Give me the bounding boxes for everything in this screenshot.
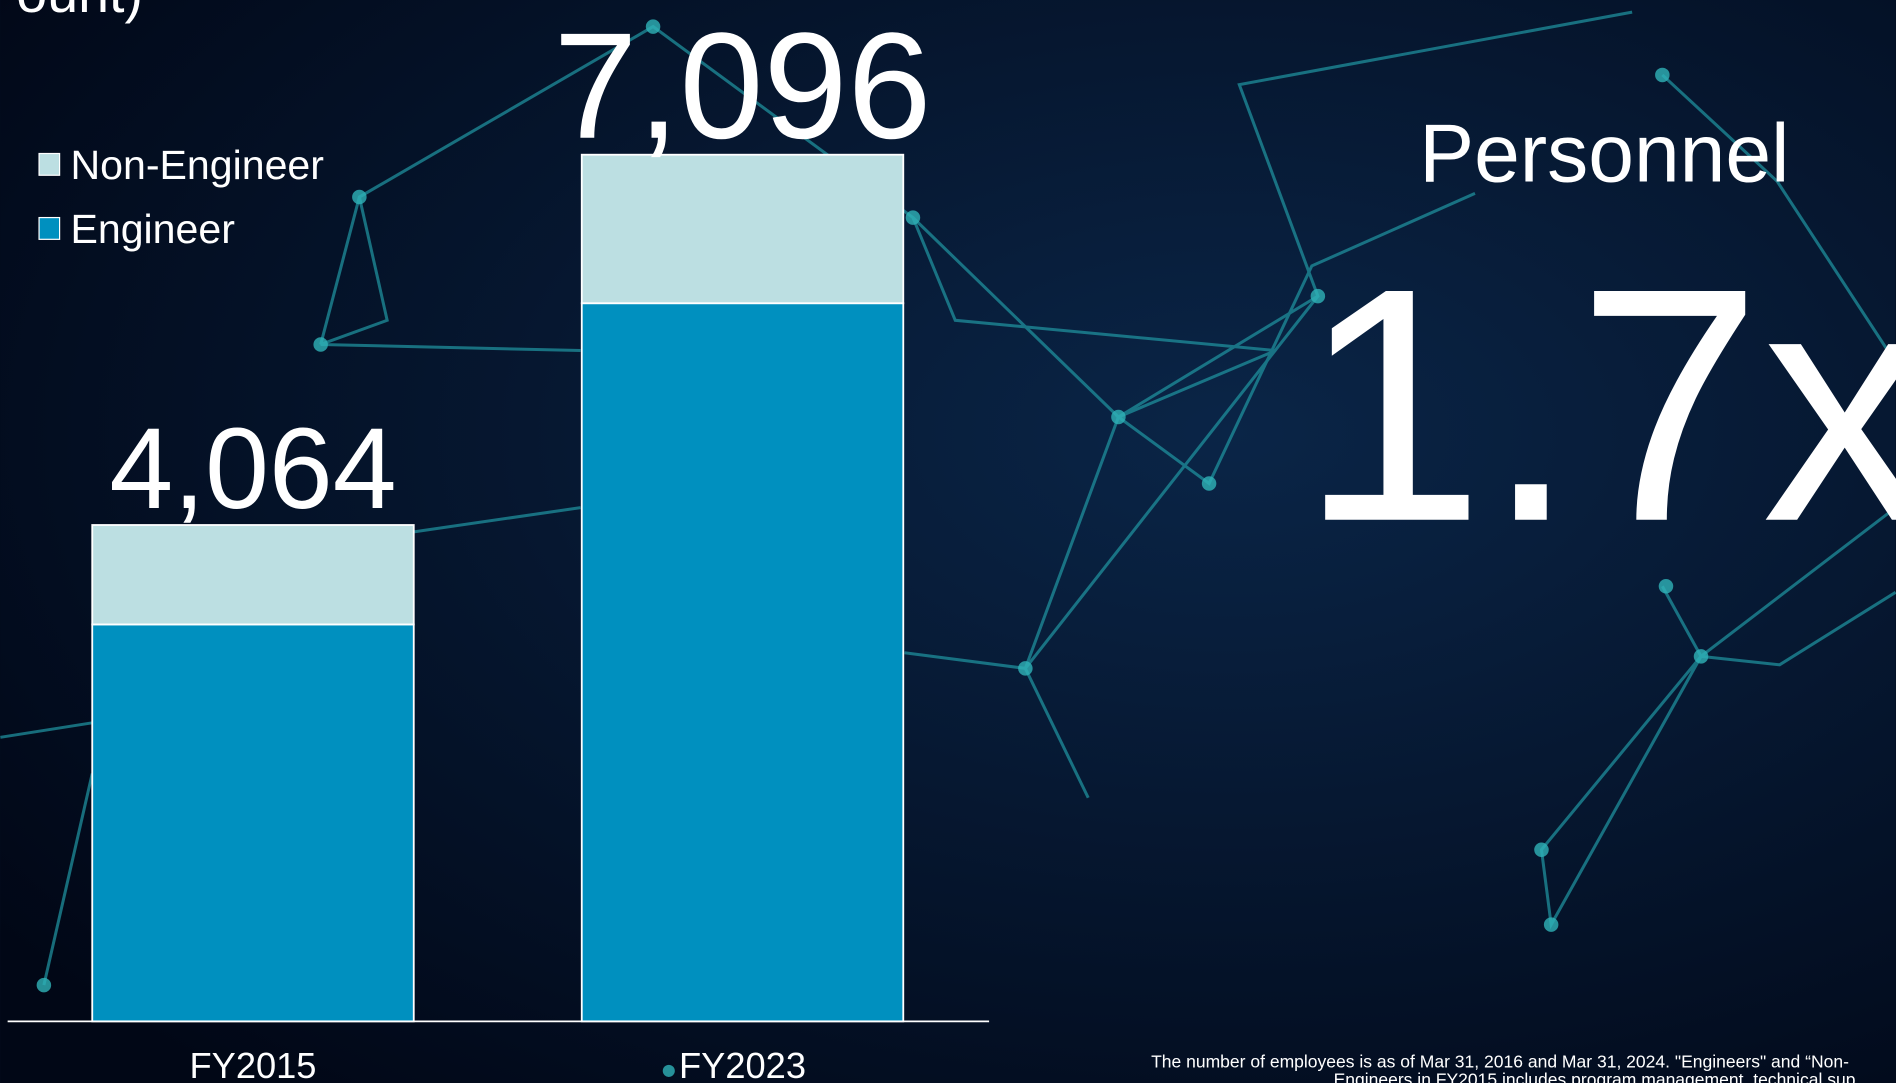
legend-label: Engineer: [70, 206, 234, 252]
legend-swatch: [38, 216, 61, 240]
chart-title: ount): [16, 0, 143, 24]
bar-segment: [580, 302, 905, 1023]
annotation-multiple: 1.7x: [1300, 220, 1896, 591]
network-nodes: [36, 19, 1709, 1077]
total-label: 4,064: [109, 405, 396, 533]
bar-segment: [91, 623, 415, 1023]
footnote: The number of employees is as of Mar 31,…: [1151, 1051, 1849, 1071]
bar-segment: [91, 524, 415, 626]
x-tick-label: FY2023: [679, 1045, 806, 1083]
annotation-heading: Personnel: [1419, 108, 1789, 199]
total-label: 7,096: [553, 2, 931, 171]
footnote: Engineers in FY2015 includes program man…: [1334, 1069, 1856, 1083]
legend-label: Non-Engineer: [70, 142, 323, 188]
legend-swatch: [38, 152, 61, 176]
x-tick-label: FY2015: [190, 1045, 317, 1083]
bar-segment: [580, 153, 905, 305]
